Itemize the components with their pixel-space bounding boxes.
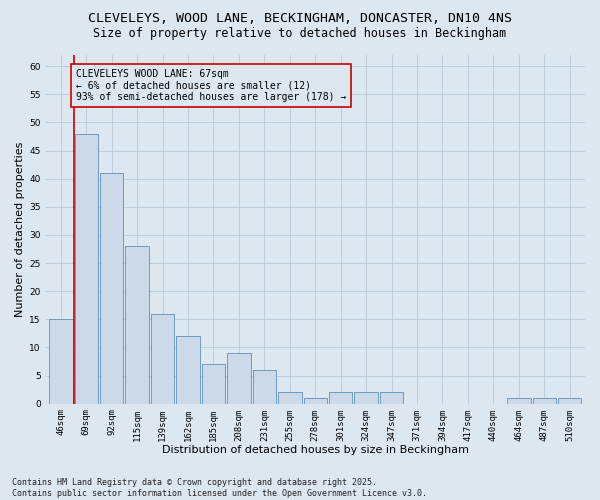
Bar	[100, 173, 124, 404]
Bar	[253, 370, 276, 404]
Bar	[49, 320, 73, 404]
Bar	[151, 314, 174, 404]
Bar	[176, 336, 200, 404]
Text: Size of property relative to detached houses in Beckingham: Size of property relative to detached ho…	[94, 28, 506, 40]
Bar	[304, 398, 327, 404]
Bar	[125, 246, 149, 404]
Bar	[355, 392, 378, 404]
Text: CLEVELEYS, WOOD LANE, BECKINGHAM, DONCASTER, DN10 4NS: CLEVELEYS, WOOD LANE, BECKINGHAM, DONCAS…	[88, 12, 512, 26]
Bar	[74, 134, 98, 404]
Y-axis label: Number of detached properties: Number of detached properties	[15, 142, 25, 317]
Bar	[278, 392, 302, 404]
Bar	[202, 364, 225, 404]
Bar	[507, 398, 530, 404]
Bar	[380, 392, 403, 404]
Bar	[558, 398, 581, 404]
Text: CLEVELEYS WOOD LANE: 67sqm
← 6% of detached houses are smaller (12)
93% of semi-: CLEVELEYS WOOD LANE: 67sqm ← 6% of detac…	[76, 69, 346, 102]
X-axis label: Distribution of detached houses by size in Beckingham: Distribution of detached houses by size …	[162, 445, 469, 455]
Bar	[533, 398, 556, 404]
Bar	[227, 353, 251, 404]
Text: Contains HM Land Registry data © Crown copyright and database right 2025.
Contai: Contains HM Land Registry data © Crown c…	[12, 478, 427, 498]
Bar	[329, 392, 352, 404]
